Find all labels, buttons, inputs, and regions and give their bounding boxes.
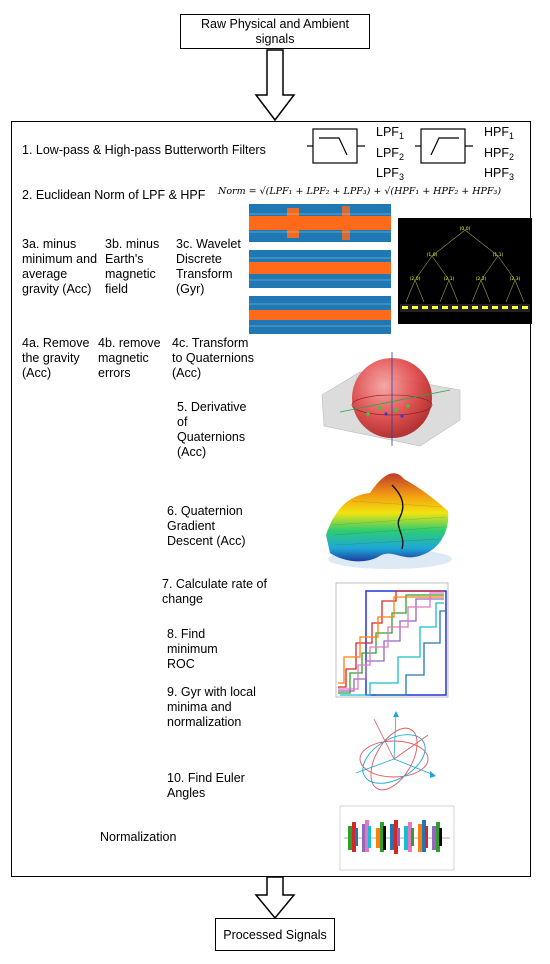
quaternion-sphere-image [321, 352, 461, 447]
step-4c: 4c. Transform to Quaternions (Acc) [172, 336, 254, 380]
lpf-3-label: LPF3 [376, 166, 404, 182]
norm-formula: Norm = √(LPF₁ + LPF₂ + LPF₃) + √(HPF₁ + … [218, 186, 502, 197]
hpf-2-label: HPF2 [484, 146, 515, 162]
step-3b: 3b. minus Earth's magnetic field [105, 237, 160, 296]
roc-plot-image [335, 582, 449, 698]
bottom-box: Processed Signals [215, 918, 335, 951]
step-2: 2. Euclidean Norm of LPF & HPF [22, 188, 206, 202]
wavelet-tree-image: (0,0) (1,0) (1,1) (2,0) (2,1) (2,2) (2,3… [398, 218, 532, 324]
lpf-2-label: LPF2 [376, 146, 404, 162]
step-4b: 4b. remove magnetic errors [98, 336, 161, 380]
tree-node-6: (2,3) [510, 276, 521, 282]
tree-node-2: (1,1) [493, 252, 504, 258]
step-7: 7. Calculate rate of change [162, 577, 267, 606]
lowpass-filter-icon [307, 128, 365, 164]
step-10: 10. Find Euler Angles [167, 771, 245, 800]
tree-node-0: (0,0) [460, 226, 471, 232]
step-9: 9. Gyr with local minima and normalizati… [167, 685, 256, 729]
bottom-box-label: Processed Signals [223, 927, 327, 942]
top-box-label: Raw Physical and Ambient signals [201, 16, 349, 46]
step-5: 5. Derivative of Quaternions (Acc) [177, 400, 247, 459]
normalization-signal-image [339, 805, 455, 871]
main-container [11, 121, 531, 877]
signal-plots-image [247, 202, 393, 338]
tree-node-1: (1,0) [427, 252, 438, 258]
hpf-3-label: HPF3 [484, 166, 515, 182]
step-normalization: Normalization [100, 830, 177, 844]
step-4a: 4a. Remove the gravity (Acc) [22, 336, 90, 380]
step-3c: 3c. Wavelet Discrete Transform (Gyr) [176, 237, 241, 296]
step-8: 8. Find minimum ROC [167, 627, 218, 671]
hpf-1-label: HPF1 [484, 125, 515, 141]
step-6: 6. Quaternion Gradient Descent (Acc) [167, 504, 246, 548]
step-1: 1. Low-pass & High-pass Butterworth Filt… [22, 143, 266, 157]
lpf-1-label: LPF1 [376, 125, 404, 141]
highpass-filter-icon [415, 128, 473, 164]
gradient-surface-image [326, 473, 452, 569]
top-box: Raw Physical and Ambient signals [180, 14, 370, 49]
euler-angles-image [355, 711, 436, 791]
tree-node-5: (2,2) [476, 276, 487, 282]
tree-node-4: (2,1) [444, 276, 455, 282]
step-3a: 3a. minus minimum and average gravity (A… [22, 237, 98, 296]
tree-node-3: (2,0) [410, 276, 421, 282]
